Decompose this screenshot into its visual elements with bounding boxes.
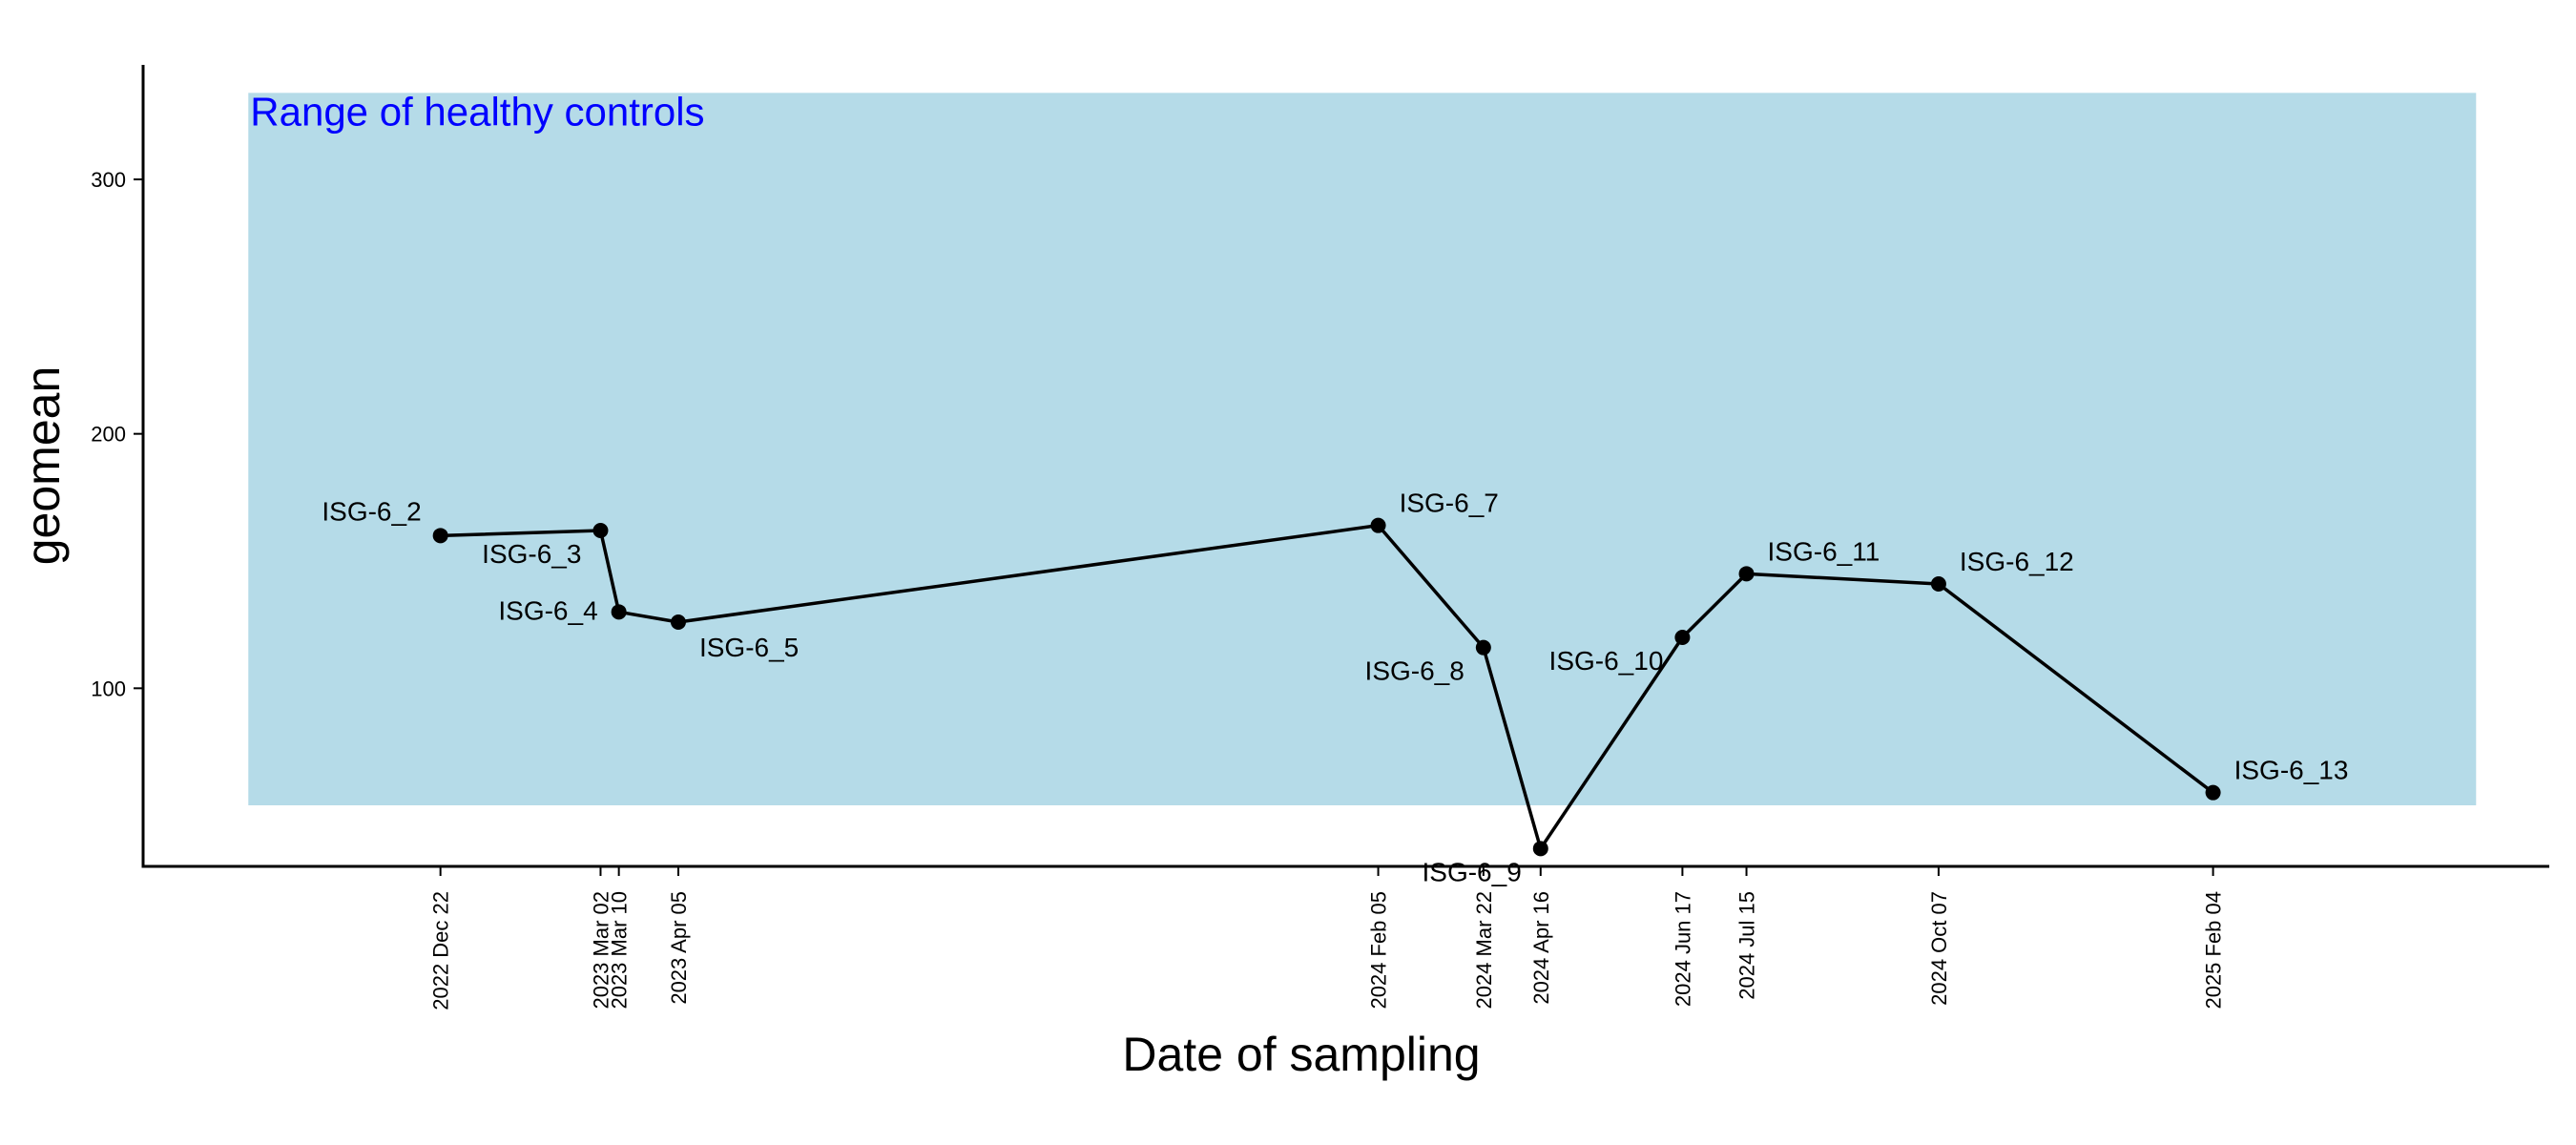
- y-axis-ticks: 100 200 300: [91, 168, 143, 700]
- data-point: [2205, 784, 2221, 801]
- data-point: [1475, 639, 1491, 656]
- data-point-label: ISG-6_8: [1365, 656, 1465, 686]
- data-point: [611, 604, 627, 620]
- x-tick-label: 2023 Mar 10: [608, 891, 632, 1010]
- healthy-range-label: Range of healthy controls: [250, 89, 704, 134]
- x-tick-label: 2024 Jul 15: [1735, 891, 1759, 1000]
- data-point-label: ISG-6_13: [2234, 756, 2349, 785]
- x-tick-label: 2022 Dec 22: [429, 891, 453, 1010]
- x-tick-label: 2024 Apr 16: [1529, 891, 1553, 1005]
- x-tick-label: 2024 Mar 22: [1472, 891, 1496, 1010]
- x-tick-label: 2024 Jun 17: [1671, 891, 1694, 1007]
- x-tick-label: 2023 Apr 05: [667, 891, 691, 1005]
- data-point-label: ISG-6_2: [322, 496, 421, 526]
- data-point: [1370, 517, 1386, 533]
- data-point-label: ISG-6_10: [1549, 646, 1664, 676]
- x-tick-label: 2024 Feb 05: [1367, 891, 1391, 1010]
- x-tick-label: 2025 Feb 04: [2202, 891, 2226, 1010]
- data-point: [592, 523, 609, 538]
- data-point: [1532, 841, 1548, 857]
- data-point: [1674, 630, 1691, 645]
- data-point-label: ISG-6_4: [498, 595, 597, 625]
- y-tick-label: 200: [91, 423, 126, 447]
- data-point-labels: ISG-6_2 ISG-6_3 ISG-6_4 ISG-6_5 ISG-6_7 ISG-6…: [322, 489, 2348, 887]
- data-point: [670, 614, 686, 630]
- y-tick-label: 300: [91, 168, 126, 192]
- data-point: [1930, 576, 1946, 592]
- y-tick-label: 100: [91, 677, 126, 700]
- data-point-label: ISG-6_9: [1422, 857, 1521, 886]
- data-point-label: ISG-6_11: [1768, 536, 1880, 566]
- x-tick-label: 2024 Oct 07: [1927, 891, 1951, 1006]
- x-tick-label: 2023 Mar 02: [589, 891, 613, 1010]
- data-point: [432, 528, 448, 544]
- data-point: [1738, 566, 1755, 582]
- data-point-label: ISG-6_3: [482, 539, 581, 569]
- data-point-label: ISG-6_7: [1400, 489, 1499, 518]
- data-point-label: ISG-6_5: [699, 633, 799, 662]
- healthy-range-band: [248, 93, 2477, 806]
- x-axis-title: Date of sampling: [1122, 1028, 1480, 1081]
- data-point-label: ISG-6_12: [1960, 547, 2074, 576]
- data-points: [432, 517, 2221, 857]
- y-axis-title: geomean: [16, 366, 70, 566]
